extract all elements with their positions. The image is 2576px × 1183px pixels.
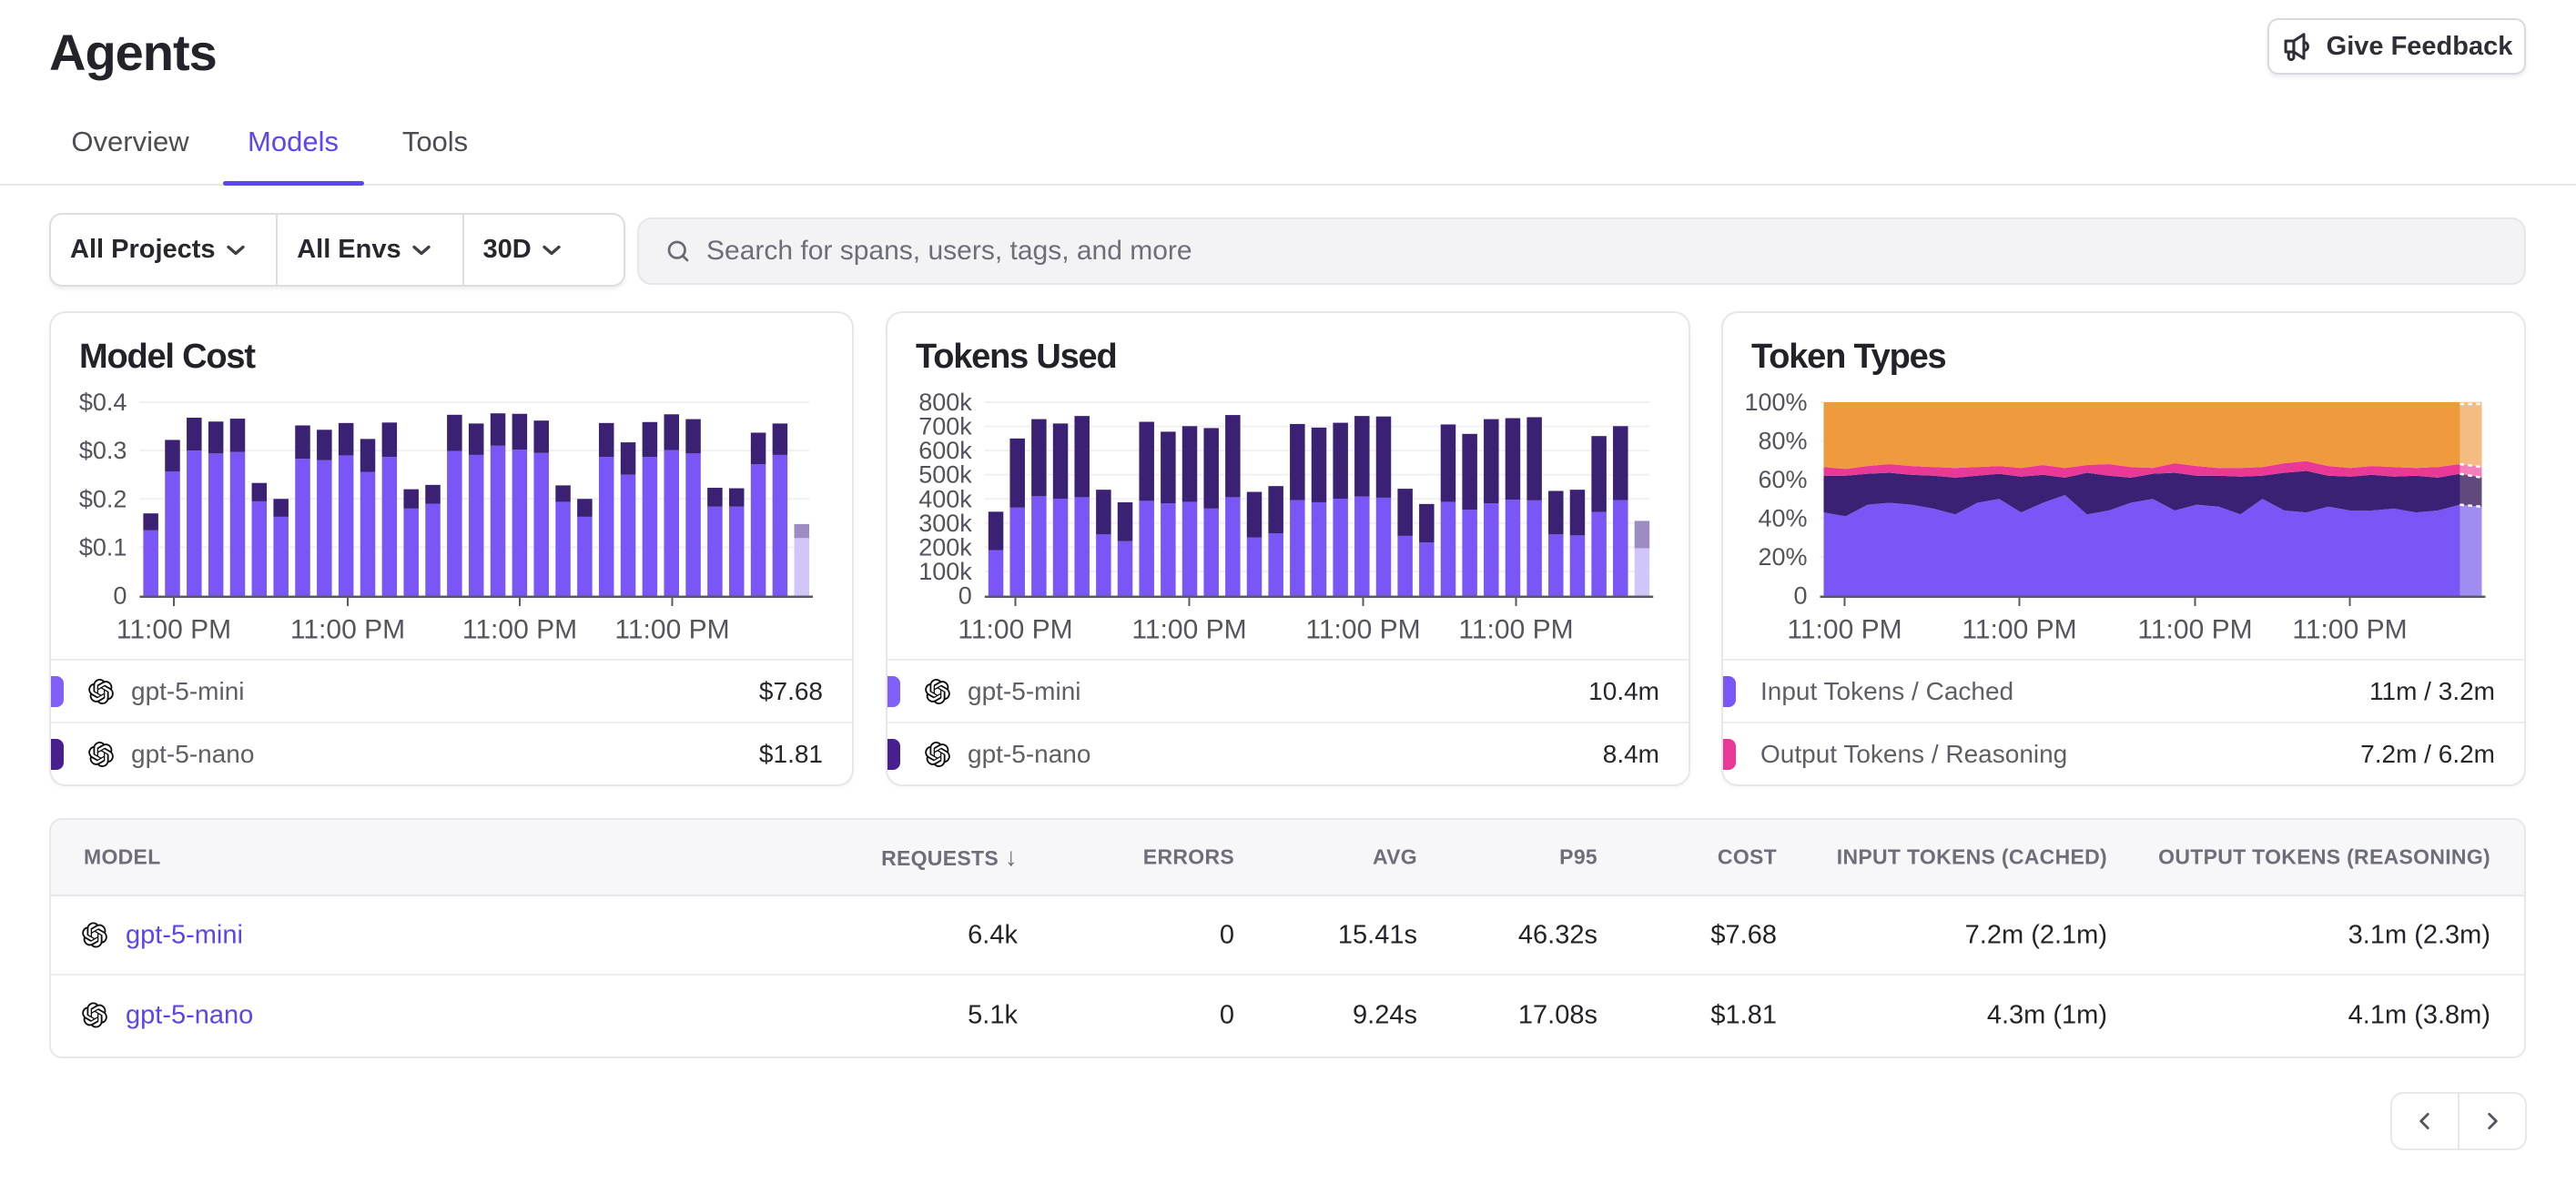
svg-text:11:00 PM: 11:00 PM xyxy=(1458,615,1573,645)
svg-text:100%: 100% xyxy=(1744,389,1807,416)
svg-text:11:00 PM: 11:00 PM xyxy=(614,615,729,645)
svg-text:0: 0 xyxy=(113,582,127,610)
svg-text:0: 0 xyxy=(1793,582,1807,610)
svg-text:11:00 PM: 11:00 PM xyxy=(1305,615,1420,645)
svg-text:11:00 PM: 11:00 PM xyxy=(2137,615,2252,645)
svg-text:11:00 PM: 11:00 PM xyxy=(1131,615,1246,645)
svg-text:600k: 600k xyxy=(918,437,972,464)
svg-text:11:00 PM: 11:00 PM xyxy=(958,615,1072,645)
svg-text:11:00 PM: 11:00 PM xyxy=(1787,615,1902,645)
svg-text:200k: 200k xyxy=(918,533,972,561)
svg-text:0: 0 xyxy=(958,582,972,610)
svg-text:11:00 PM: 11:00 PM xyxy=(117,615,231,645)
svg-text:60%: 60% xyxy=(1758,466,1807,493)
svg-text:20%: 20% xyxy=(1758,543,1807,571)
svg-text:500k: 500k xyxy=(918,461,972,489)
svg-text:11:00 PM: 11:00 PM xyxy=(462,615,577,645)
svg-text:$0.2: $0.2 xyxy=(79,485,127,512)
svg-text:11:00 PM: 11:00 PM xyxy=(2292,615,2407,645)
svg-text:$0.4: $0.4 xyxy=(79,389,127,416)
svg-text:700k: 700k xyxy=(918,413,972,440)
svg-text:11:00 PM: 11:00 PM xyxy=(1962,615,2076,645)
svg-text:$0.1: $0.1 xyxy=(79,533,127,561)
svg-text:80%: 80% xyxy=(1758,428,1807,455)
svg-text:800k: 800k xyxy=(918,389,972,416)
svg-text:300k: 300k xyxy=(918,510,972,537)
svg-text:11:00 PM: 11:00 PM xyxy=(290,615,405,645)
svg-text:400k: 400k xyxy=(918,485,972,512)
svg-text:40%: 40% xyxy=(1758,505,1807,532)
svg-text:100k: 100k xyxy=(918,558,972,585)
svg-text:$0.3: $0.3 xyxy=(79,437,127,464)
